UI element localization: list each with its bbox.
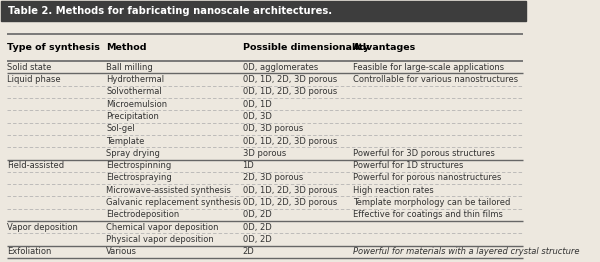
Text: 0D, 3D porous: 0D, 3D porous [242, 124, 303, 133]
Bar [1, 1, 526, 21]
Text: Feasible for large-scale applications: Feasible for large-scale applications [353, 63, 504, 72]
Text: Hydrothermal: Hydrothermal [106, 75, 164, 84]
Text: Ball milling: Ball milling [106, 63, 153, 72]
Text: Advantages: Advantages [353, 43, 416, 52]
Text: Powerful for materials with a layered crystal structure: Powerful for materials with a layered cr… [353, 247, 579, 256]
Text: 0D, agglomerates: 0D, agglomerates [242, 63, 318, 72]
Text: Powerful for 1D structures: Powerful for 1D structures [353, 161, 463, 170]
Text: Chemical vapor deposition: Chemical vapor deposition [106, 223, 219, 232]
Text: Spray drying: Spray drying [106, 149, 160, 158]
Text: Field-assisted: Field-assisted [7, 161, 64, 170]
Text: Template: Template [106, 137, 145, 146]
Text: 0D, 1D, 2D, 3D porous: 0D, 1D, 2D, 3D porous [242, 87, 337, 96]
Text: 2D, 3D porous: 2D, 3D porous [242, 173, 303, 183]
Text: 1D: 1D [242, 161, 254, 170]
Text: Vapor deposition: Vapor deposition [7, 223, 77, 232]
Text: 0D, 1D, 2D, 3D porous: 0D, 1D, 2D, 3D porous [242, 198, 337, 207]
Text: Sol-gel: Sol-gel [106, 124, 135, 133]
Text: 0D, 3D: 0D, 3D [242, 112, 271, 121]
Text: Possible dimensionality: Possible dimensionality [242, 43, 369, 52]
Text: 3D porous: 3D porous [242, 149, 286, 158]
Text: 0D, 1D, 2D, 3D porous: 0D, 1D, 2D, 3D porous [242, 137, 337, 146]
Text: Electrodeposition: Electrodeposition [106, 210, 179, 219]
Text: 0D, 1D, 2D, 3D porous: 0D, 1D, 2D, 3D porous [242, 75, 337, 84]
Text: Precipitation: Precipitation [106, 112, 159, 121]
Text: Galvanic replacement synthesis: Galvanic replacement synthesis [106, 198, 241, 207]
Text: Solid state: Solid state [7, 63, 51, 72]
Text: Liquid phase: Liquid phase [7, 75, 60, 84]
Text: 0D, 1D: 0D, 1D [242, 100, 271, 109]
Text: High reaction rates: High reaction rates [353, 186, 433, 195]
Text: Powerful for 3D porous structures: Powerful for 3D porous structures [353, 149, 494, 158]
Text: Physical vapor deposition: Physical vapor deposition [106, 235, 214, 244]
Text: Type of synthesis: Type of synthesis [7, 43, 100, 52]
Text: Various: Various [106, 247, 137, 256]
Text: Solvothermal: Solvothermal [106, 87, 162, 96]
Text: Effective for coatings and thin films: Effective for coatings and thin films [353, 210, 502, 219]
Text: 2D: 2D [242, 247, 254, 256]
Text: Table 2. Methods for fabricating nanoscale architectures.: Table 2. Methods for fabricating nanosca… [8, 6, 332, 16]
Text: Method: Method [106, 43, 147, 52]
Text: Controllable for various nanostructures: Controllable for various nanostructures [353, 75, 518, 84]
Text: 0D, 1D, 2D, 3D porous: 0D, 1D, 2D, 3D porous [242, 186, 337, 195]
Text: 0D, 2D: 0D, 2D [242, 210, 271, 219]
Text: Microwave-assisted synthesis: Microwave-assisted synthesis [106, 186, 231, 195]
Text: Exfoliation: Exfoliation [7, 247, 51, 256]
Text: Template morphology can be tailored: Template morphology can be tailored [353, 198, 510, 207]
Text: Electrospinning: Electrospinning [106, 161, 172, 170]
Text: 0D, 2D: 0D, 2D [242, 235, 271, 244]
Text: 0D, 2D: 0D, 2D [242, 223, 271, 232]
Text: Powerful for porous nanostructures: Powerful for porous nanostructures [353, 173, 501, 183]
Text: Electrospraying: Electrospraying [106, 173, 172, 183]
Text: Microemulsion: Microemulsion [106, 100, 167, 109]
